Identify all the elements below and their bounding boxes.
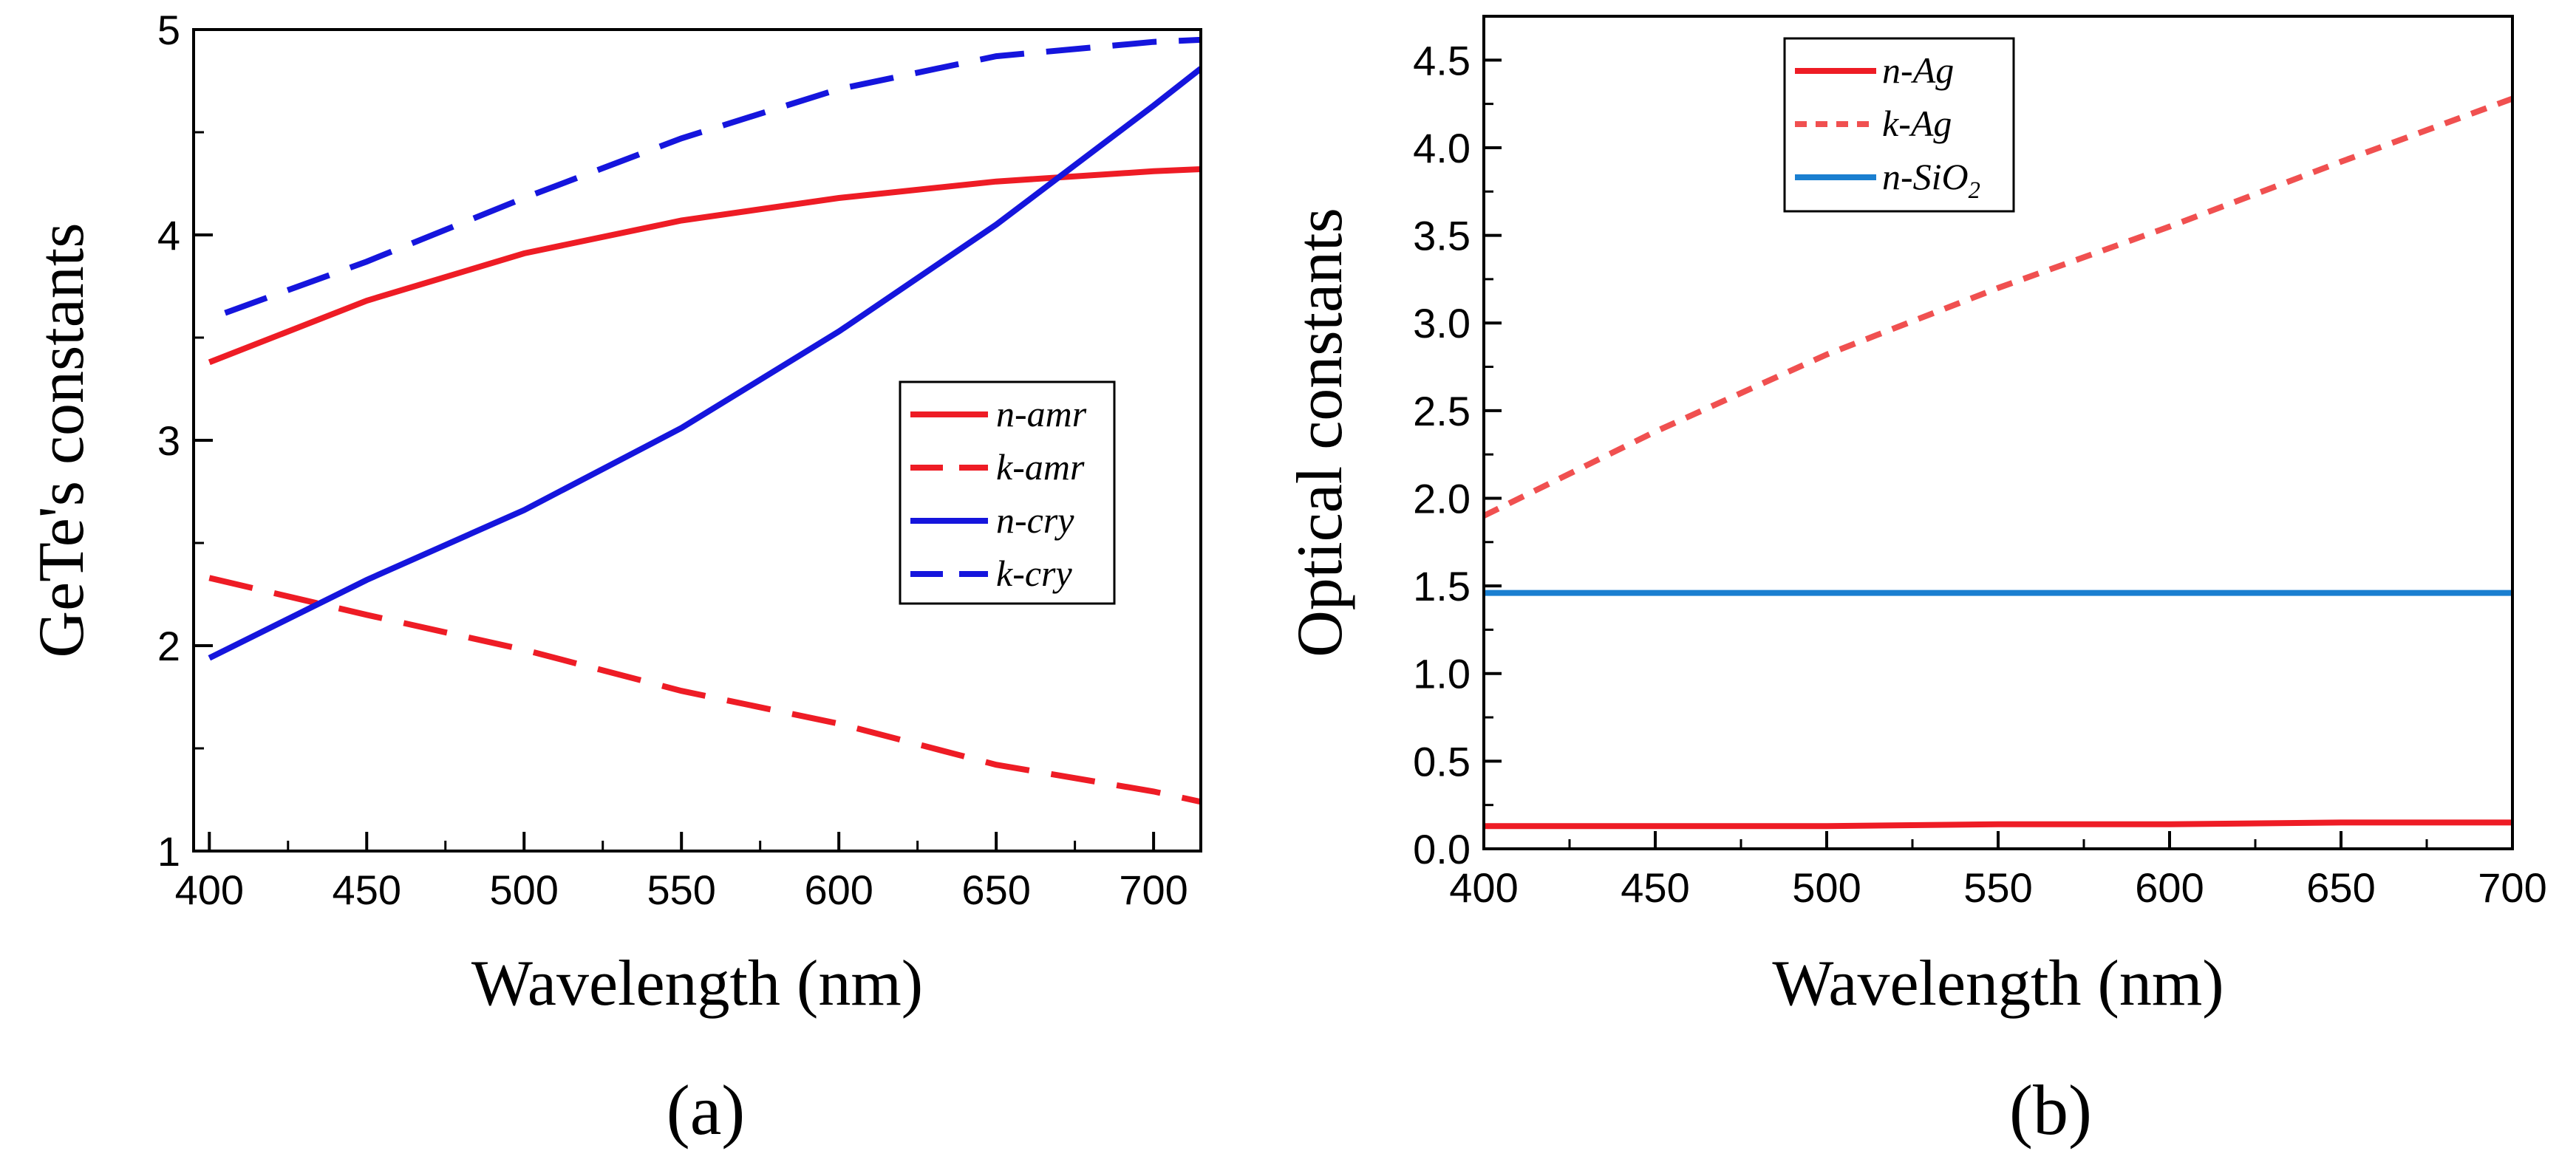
y-tick-label: 3 <box>157 417 180 464</box>
y-tick-label: 5 <box>157 7 180 53</box>
y-axis-title: GeTe's constants <box>26 223 98 658</box>
legend-label-prefix: n <box>996 499 1015 541</box>
legend-label-n-Ag: n-Ag <box>1882 49 1954 91</box>
y-tick-label: 3.0 <box>1413 300 1471 346</box>
legend-label-prefix: n <box>1882 156 1901 197</box>
legend-label-suffix: -Ag <box>1898 103 1952 144</box>
x-tick-label: 550 <box>1963 864 2032 911</box>
x-tick-label: 700 <box>2478 864 2546 911</box>
series-line-n-Ag <box>1484 819 2512 830</box>
legend-label-k-cry: k-cry <box>996 553 1073 594</box>
y-tick-label: 1.0 <box>1413 651 1471 697</box>
series-line-n-amr <box>208 166 1201 366</box>
y-axis-title: Optical constants <box>1284 208 1356 657</box>
panel-b-chart: 400 450 500 550 600 650 700 0.0 0.5 1.0 1.5 2.0 2.5 3… <box>1284 15 2547 1019</box>
legend-label-suffix: -amr <box>1015 393 1087 434</box>
y-tick-label: 3.5 <box>1413 213 1471 259</box>
x-tick-label: 450 <box>1621 864 1689 911</box>
x-tick-label: 450 <box>333 867 401 913</box>
x-tick-label: 500 <box>490 867 559 913</box>
legend-label-prefix: k <box>1882 103 1899 144</box>
panel-a-chart: 400 450 500 550 600 650 700 1 2 3 4 5 Wavelength (nm… <box>26 7 1202 1019</box>
legend-label-suffix: -cry <box>1015 499 1074 541</box>
legend-label-suffix: -cry <box>1012 553 1072 594</box>
series-line-k-cry <box>224 36 1201 316</box>
panel-b-label: (b) <box>2009 1070 2092 1149</box>
y-tick-label: 2.0 <box>1413 475 1471 522</box>
y-tick-label: 4.5 <box>1413 37 1471 83</box>
x-tick-label: 700 <box>1119 867 1188 913</box>
x-tick-label: 650 <box>2306 864 2375 911</box>
legend-label-suffix: -Ag <box>1901 49 1954 91</box>
legend-label-n-amr: n-amr <box>996 393 1087 434</box>
x-tick-label: 400 <box>175 867 244 913</box>
x-tick-label: 650 <box>961 867 1030 913</box>
x-axis-title: Wavelength (nm) <box>1772 948 2224 1019</box>
y-tick-label: 2 <box>157 623 180 669</box>
x-tick-label: 400 <box>1449 864 1518 911</box>
y-tick-label: 0.0 <box>1413 826 1471 872</box>
legend-label-n-cry: n-cry <box>996 499 1074 541</box>
legend-label-k-Ag: k-Ag <box>1882 103 1952 144</box>
series-line-k-amr <box>208 575 1201 805</box>
legend-label-subscript: 2 <box>1969 177 1980 204</box>
legend-label-suffix: -amr <box>1012 446 1085 488</box>
legend-label-suffix: -SiO <box>1901 156 1969 197</box>
legend-box <box>899 380 1116 605</box>
x-tick-label: 500 <box>1792 864 1861 911</box>
y-tick-label: 1 <box>157 828 180 875</box>
legend-label-prefix: n <box>1882 49 1901 91</box>
legend-label-prefix: k <box>996 446 1013 488</box>
y-tick-label: 4.0 <box>1413 125 1471 171</box>
x-tick-label: 550 <box>647 867 715 913</box>
legend-label-n-SiO2: n-SiO2 <box>1882 156 1980 204</box>
y-tick-label: 1.5 <box>1413 563 1471 609</box>
legend-label-prefix: n <box>996 393 1015 434</box>
y-tick-label: 0.5 <box>1413 738 1471 785</box>
x-axis-title: Wavelength (nm) <box>471 948 923 1019</box>
legend-label-k-amr: k-amr <box>996 446 1085 488</box>
y-tick-label: 2.5 <box>1413 388 1471 434</box>
panel-a-label: (a) <box>667 1070 746 1149</box>
series-line-n-cry <box>208 66 1201 661</box>
y-tick-label: 4 <box>157 212 180 259</box>
legend-label-prefix: k <box>996 553 1013 594</box>
x-tick-label: 600 <box>804 867 873 913</box>
series-line-k-Ag <box>1484 95 2512 519</box>
x-tick-label: 600 <box>2135 864 2204 911</box>
